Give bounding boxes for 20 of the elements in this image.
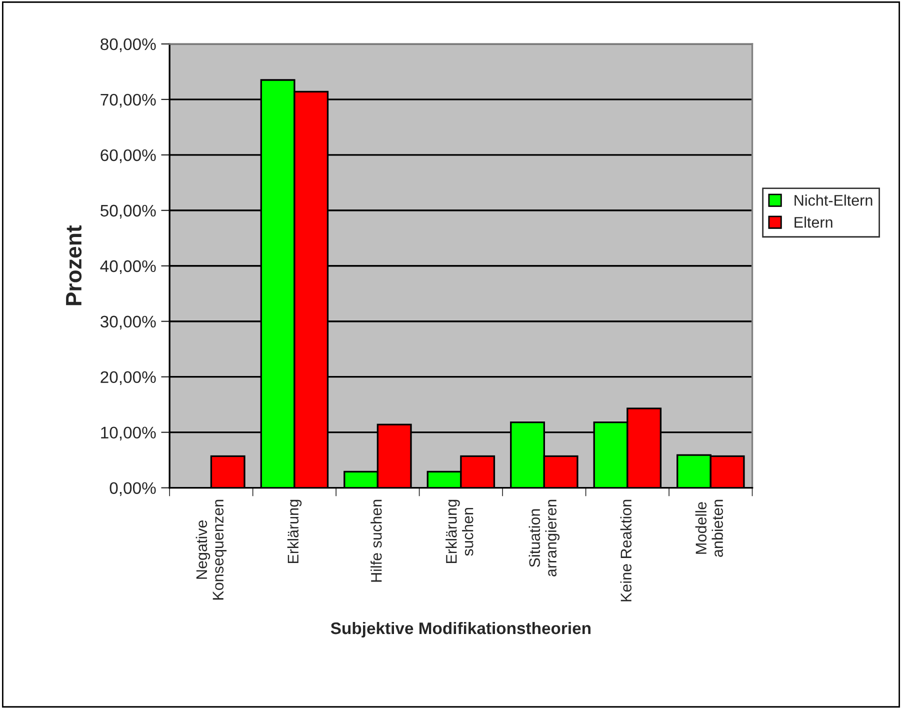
y-tick-label: 40,00%: [100, 260, 156, 274]
y-tick-label: 0,00%: [110, 482, 156, 496]
y-axis-title: Prozent: [66, 225, 82, 306]
x-tick-label: Modelle anbieten: [695, 500, 723, 557]
y-tick-label: 50,00%: [100, 204, 156, 219]
legend-label: Nicht-Eltern: [794, 194, 872, 206]
x-tick-label: Negative Konsequenzen: [196, 500, 227, 600]
x-axis-title: Subjektive Modifikationstheorien: [330, 622, 590, 638]
y-tick-label: 80,00%: [100, 38, 156, 52]
y-tick-label: 70,00%: [100, 94, 156, 108]
x-tick-label: Hilfe suchen: [370, 500, 382, 582]
x-tick-label: Erklärung: [287, 500, 302, 564]
x-tick-label: Keine Reaktion: [620, 500, 632, 602]
x-tick-label: Situation arrangieren: [528, 500, 560, 576]
y-tick-label: 30,00%: [100, 316, 156, 330]
y-tick-label: 60,00%: [100, 149, 156, 164]
y-tick-label: 10,00%: [101, 426, 156, 440]
y-tick-label: 20,00%: [100, 371, 156, 386]
x-tick-label: Erklärung suchen: [446, 500, 474, 564]
legend-label: Eltern: [794, 216, 832, 228]
